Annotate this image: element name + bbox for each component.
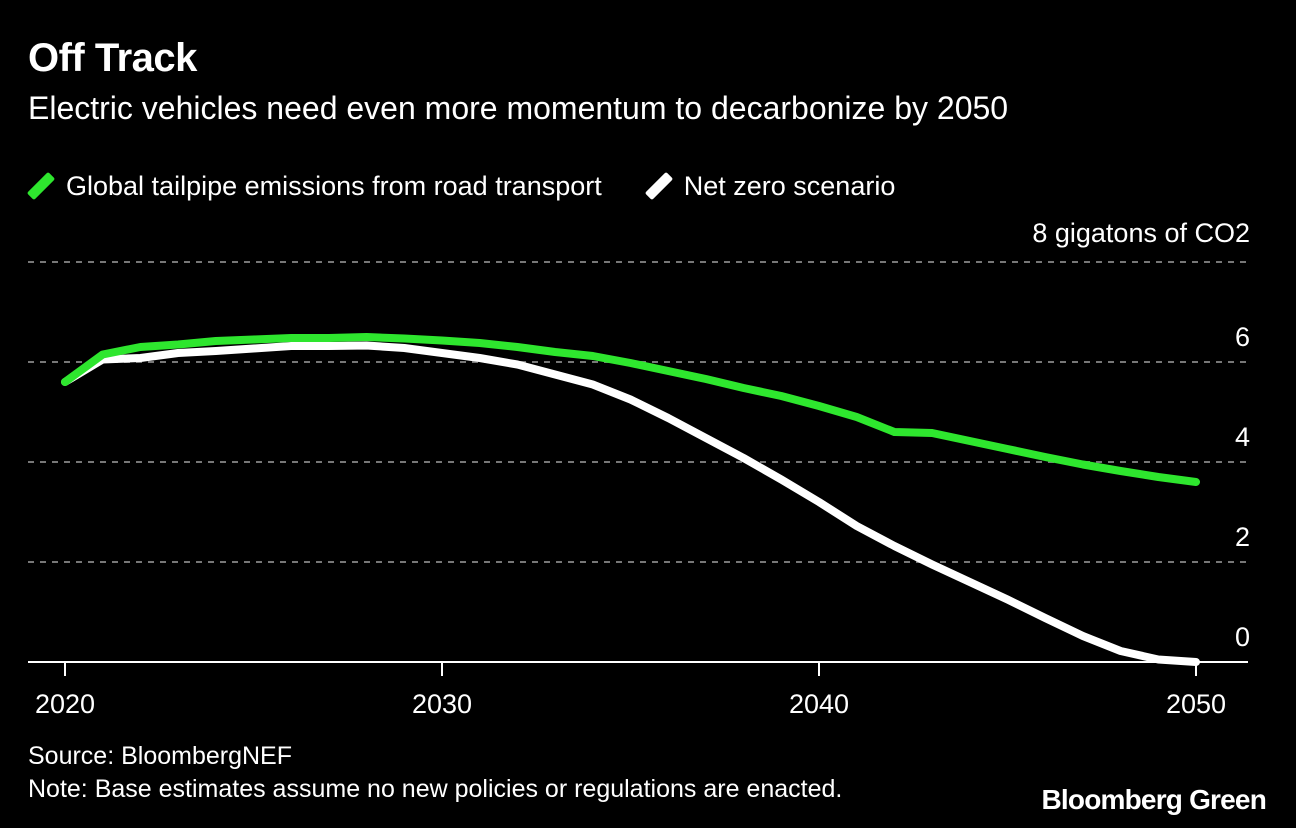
x-tick-label-2040: 2040: [789, 689, 849, 719]
chart-title: Off Track: [28, 36, 197, 80]
y-tick-label-4: 4: [1235, 422, 1250, 452]
x-tick-label-2030: 2030: [412, 689, 472, 719]
x-tick-label-2020: 2020: [35, 689, 95, 719]
chart-subtitle: Electric vehicles need even more momentu…: [28, 90, 1009, 126]
series-line-road-transport: [61, 333, 1200, 486]
x-tick-label-2050: 2050: [1166, 689, 1226, 719]
legend-label-road-transport: Global tailpipe emissions from road tran…: [66, 170, 602, 201]
chart-legend: Global tailpipe emissions from road tran…: [26, 168, 939, 204]
y-axis-unit-label: 8 gigatons of CO2: [1032, 218, 1250, 248]
legend-item-road-transport: Global tailpipe emissions from road tran…: [26, 170, 602, 202]
footnote: Note: Base estimates assume no new polic…: [28, 775, 843, 803]
bloomberg-green-logo: Bloomberg Green: [1041, 784, 1267, 815]
series-line-net-zero: [61, 341, 1200, 666]
legend-label-net-zero: Net zero scenario: [683, 170, 896, 201]
source-note: Source: BloombergNEF: [28, 742, 293, 770]
y-tick-label-6: 6: [1235, 322, 1250, 352]
chart-footer: Source: BloombergNEF Note: Base estimate…: [28, 740, 842, 806]
legend-item-net-zero: Net zero scenario: [644, 170, 896, 202]
y-tick-label-2: 2: [1235, 522, 1250, 552]
y-tick-label-0: 0: [1235, 622, 1250, 652]
